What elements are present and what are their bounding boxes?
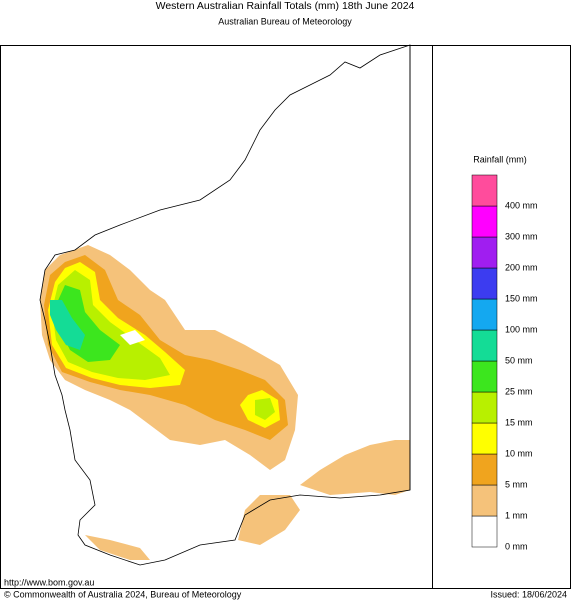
legend-label: 10 mm <box>505 448 533 458</box>
legend-swatch <box>471 453 498 486</box>
legend-label: 200 mm <box>505 262 538 272</box>
legend-swatch <box>471 422 498 455</box>
coastline <box>39 44 411 566</box>
legend-title: Rainfall (mm) <box>473 154 527 164</box>
footer-url: http://www.bom.gov.au <box>4 577 94 587</box>
legend: 0 mm 1 mm 5 mm 10 mm 15 mm 25 mm 50 mm 100 mm 15… <box>471 174 538 551</box>
legend-swatch <box>471 360 498 393</box>
legend-swatch <box>471 267 498 300</box>
footer-issued: Issued: 18/06/2024 <box>490 589 567 599</box>
legend-swatch <box>471 515 498 548</box>
legend-swatch <box>471 298 498 331</box>
legend-label: 1 mm <box>505 510 528 520</box>
footer-copyright: © Commonwealth of Australia 2024, Bureau… <box>4 589 242 599</box>
legend-swatch <box>471 484 498 517</box>
legend-label: 25 mm <box>505 386 533 396</box>
subtitle: Australian Bureau of Meteorology <box>218 16 352 26</box>
legend-label: 400 mm <box>505 200 538 210</box>
legend-label: 300 mm <box>505 231 538 241</box>
legend-swatch <box>471 391 498 424</box>
legend-swatch <box>471 329 498 362</box>
legend-swatch <box>471 174 498 207</box>
title: Western Australian Rainfall Totals (mm) … <box>156 0 415 12</box>
legend-label: 50 mm <box>505 355 533 365</box>
legend-label: 5 mm <box>505 479 528 489</box>
legend-swatch <box>471 205 498 238</box>
legend-label: 15 mm <box>505 417 533 427</box>
legend-swatch <box>471 236 498 269</box>
rain-areas <box>40 245 410 560</box>
legend-label: 150 mm <box>505 293 538 303</box>
legend-label: 0 mm <box>505 541 528 551</box>
legend-label: 100 mm <box>505 324 538 334</box>
